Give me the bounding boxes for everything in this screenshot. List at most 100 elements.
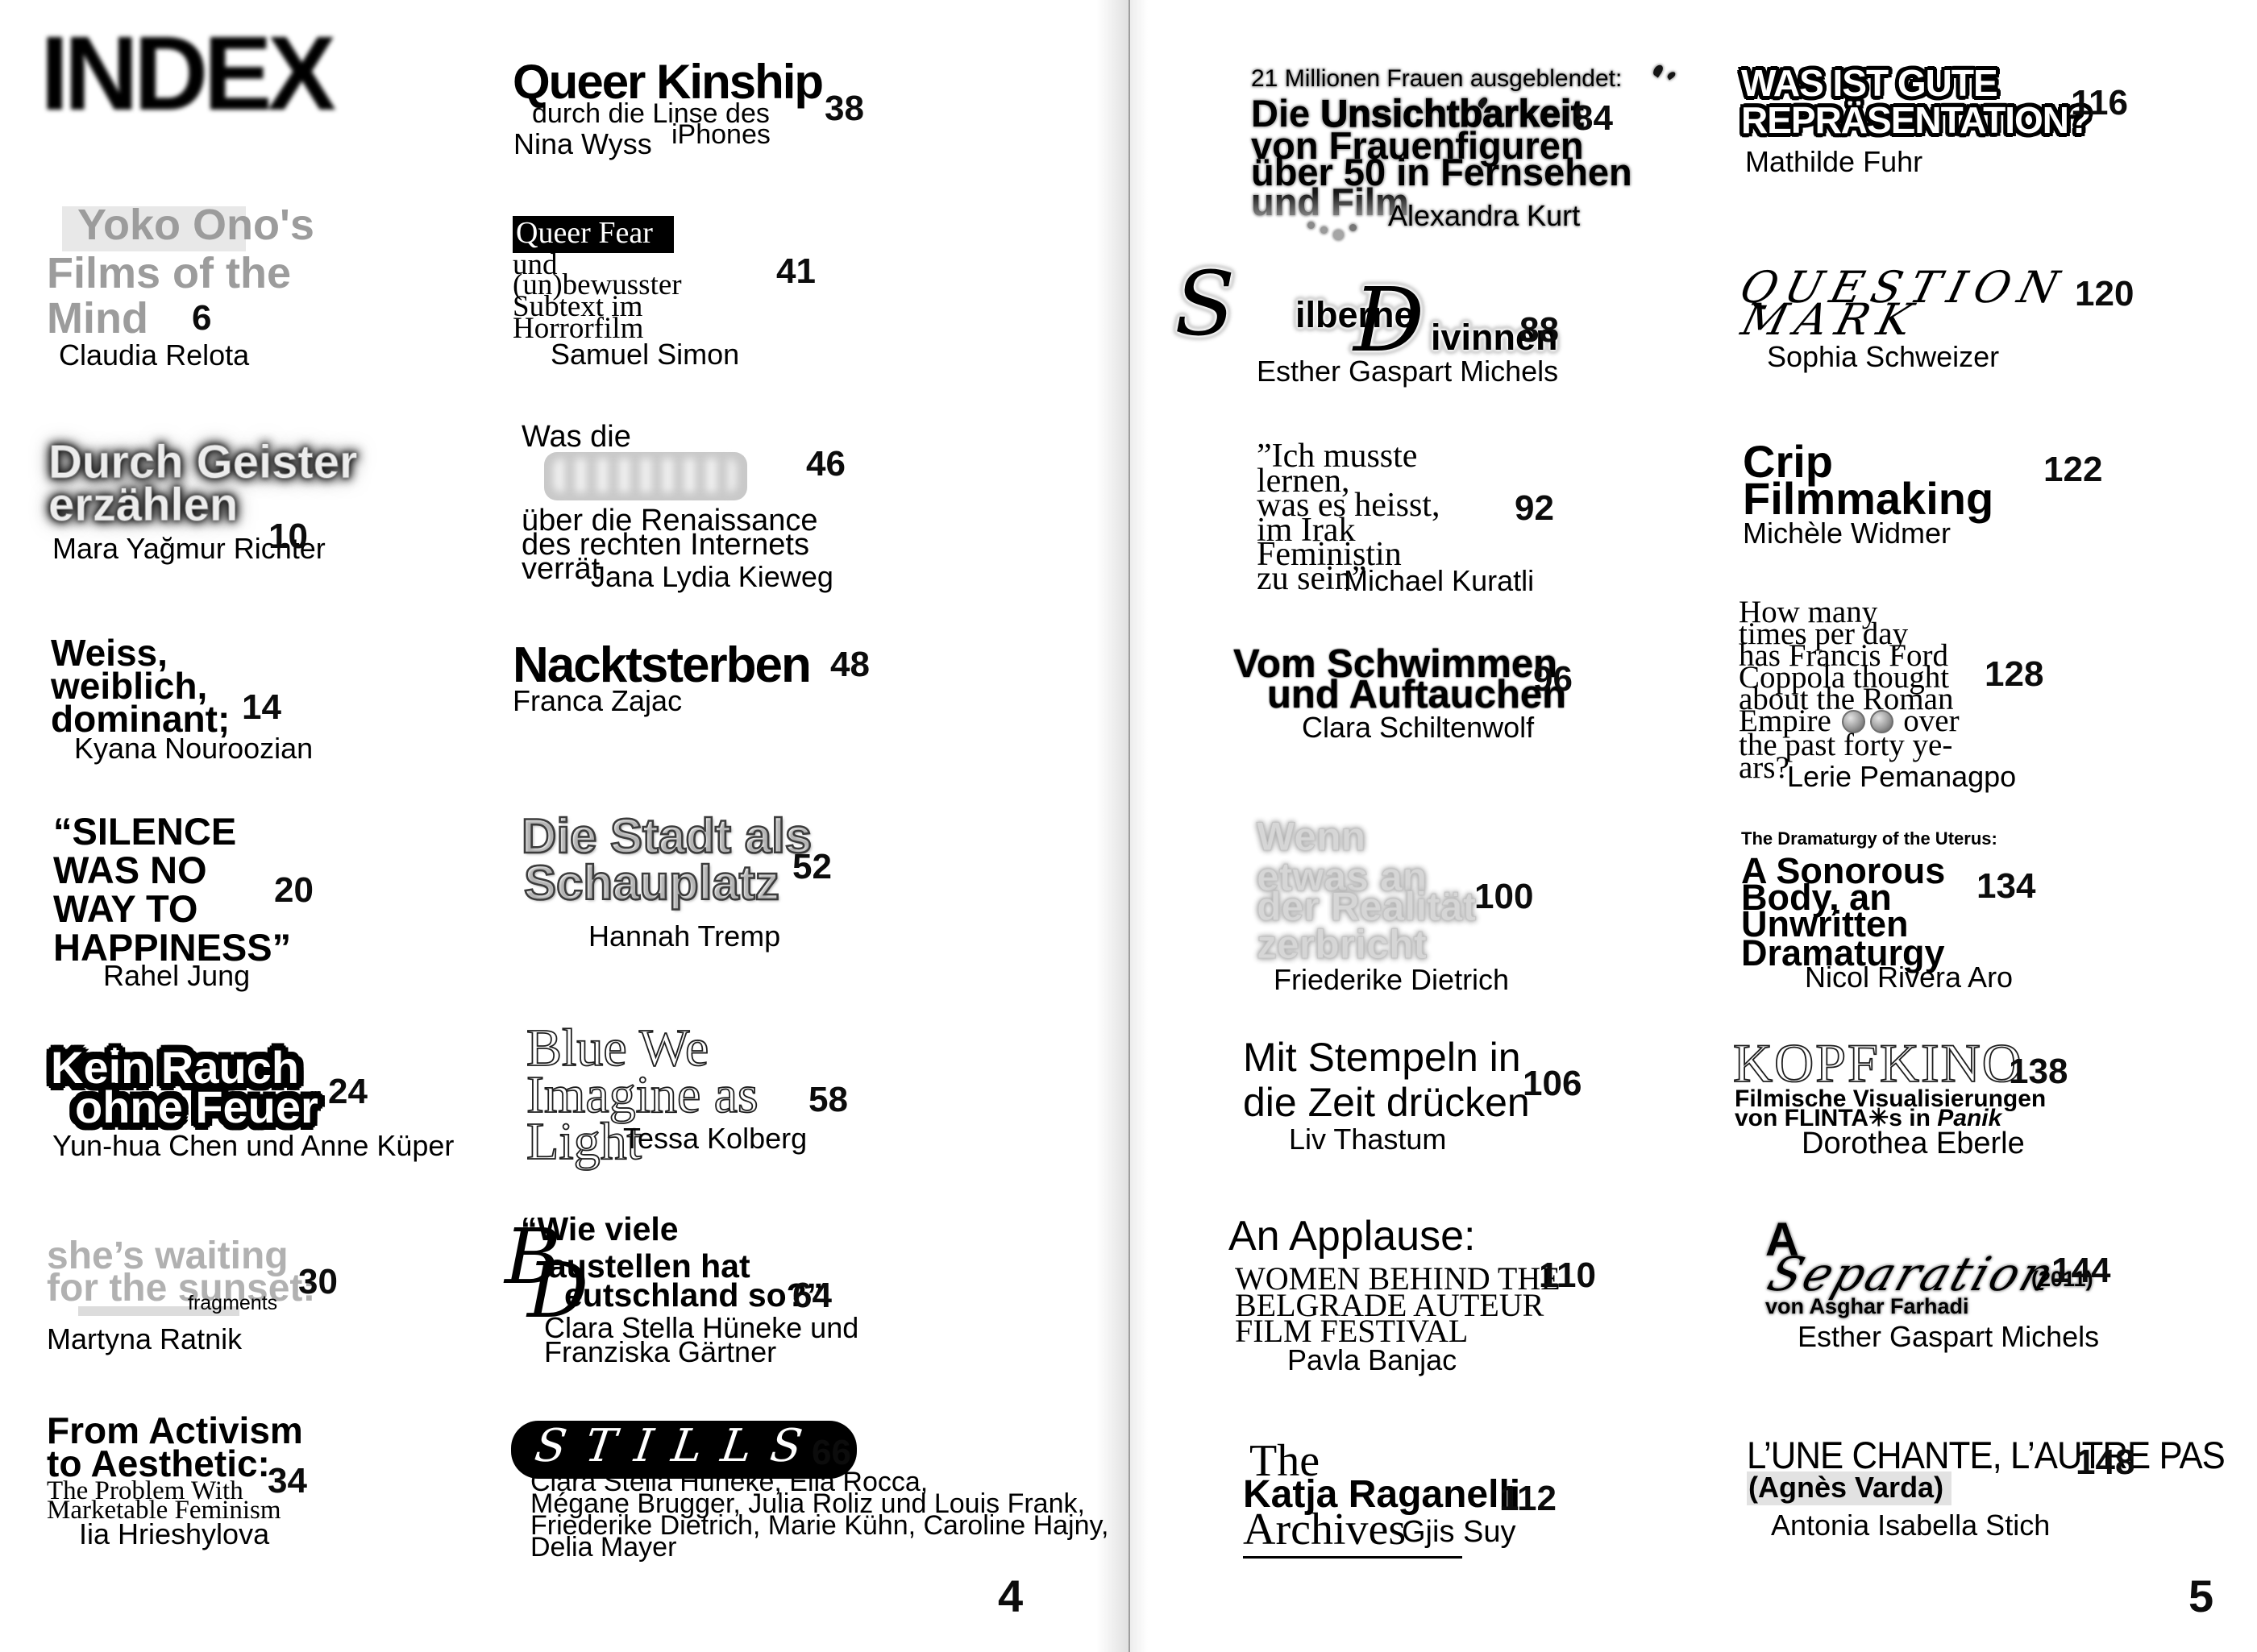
title-line: An Applause:: [1228, 1213, 1476, 1260]
title-line: Unwritten: [1741, 903, 1909, 944]
title-line: Films of the: [47, 249, 292, 297]
title-line: und: [513, 248, 558, 281]
subtitle-line: WOMEN BEHIND THE: [1235, 1260, 1561, 1297]
title-line: verrät: [522, 552, 601, 586]
title-line: Coppola thought: [1739, 660, 1950, 695]
entry-page-number: 58: [808, 1080, 848, 1119]
subtitle-line: Marketable Feminism: [47, 1496, 281, 1525]
author-name: Sophia Schweizer: [1767, 340, 2000, 373]
author-name: Mathilde Fuhr: [1745, 145, 1923, 178]
title-line: Light: [526, 1112, 642, 1171]
title-initial: A: [1765, 1214, 1799, 1266]
title-line: Katja Raganelli: [1243, 1473, 1521, 1516]
title-line: lernen,: [1257, 463, 1350, 500]
entry-page-number: 112: [1499, 1479, 1557, 1518]
title-line: Die Unsichtbarkeit: [1251, 92, 1584, 135]
entry-page-number: 46: [806, 444, 846, 484]
author-name: Esther Gaspart Michels: [1257, 355, 1559, 388]
title-line: dominant;: [51, 698, 231, 740]
author-name: Liv Thastum: [1289, 1123, 1447, 1156]
title-line: From Activism: [47, 1409, 303, 1451]
coin-icon: [1841, 710, 1865, 733]
title-line: über die Renaissance: [522, 504, 818, 538]
title-line: Yoko Ono's: [77, 201, 314, 249]
title-line: erzählen: [48, 479, 239, 531]
subtitle-line: BELGRADE AUTEUR: [1235, 1287, 1544, 1323]
title-line: times per day: [1739, 616, 1909, 651]
byline: von Asghar Farhadi: [1765, 1294, 1969, 1318]
ink-mark: [1651, 63, 1665, 78]
title-year: (2011): [2031, 1267, 2093, 1291]
author-name: Michèle Widmer: [1743, 517, 1951, 550]
title-line: was es heisst,: [1257, 487, 1440, 524]
entry-page-number: 30: [298, 1262, 338, 1301]
script-initial: D: [1353, 268, 1425, 371]
entry-page-number: 110: [1539, 1256, 1596, 1295]
subtitle-line: von FLINTA✳s in Panik: [1735, 1105, 2002, 1131]
entry-page-number: 64: [792, 1276, 832, 1315]
subtitle-line: iPhones: [671, 119, 771, 150]
entry-page-number: 6: [192, 298, 212, 338]
author-name: Claudia Relota: [59, 338, 250, 371]
entry-page-number: 88: [1519, 310, 1559, 350]
author-name: Clara Schiltenwolf: [1302, 711, 1535, 744]
entry-page-number: 128: [1985, 654, 2044, 694]
entry-page-number: 14: [242, 687, 281, 727]
title-line: L’UNE CHANTE, L’AUTRE PAS: [1747, 1434, 2226, 1476]
entry-page-number: 52: [792, 847, 832, 886]
title-line: Queer Kinship: [513, 55, 824, 109]
author-name: Nicol Rivera Aro: [1805, 961, 2014, 994]
title-line: ilberne: [1295, 294, 1415, 335]
subtitle-line: durch die Linse des: [532, 98, 770, 129]
title-line: im Irak: [1257, 512, 1356, 549]
script-initial: D: [527, 1247, 589, 1335]
title-line: des rechten Internets: [522, 528, 809, 562]
title-line: Durch Geister: [48, 436, 359, 488]
author-name: Gjis Suy: [1402, 1515, 1516, 1549]
title-line: die Zeit drücken: [1243, 1080, 1530, 1125]
title-line: ars?: [1739, 750, 1789, 785]
author-name: Franca Zajac: [513, 684, 683, 717]
author-name: Friederike Dietrich, Marie Kühn, Carolin…: [530, 1510, 1109, 1541]
title-pill: STILLS: [511, 1420, 857, 1479]
page-left: INDEX Yoko Ono's Films of the Mind Claud…: [40, 0, 1130, 1652]
title-line: Was die: [522, 420, 631, 454]
author-name: Nina Wyss: [513, 127, 652, 160]
entry-page-number: 10: [268, 517, 308, 556]
subtitle-line: The Problem With: [47, 1476, 243, 1505]
title-line: MARK: [1736, 294, 1927, 345]
title-line: WAY TO: [53, 887, 198, 930]
entry-page-number: 66: [812, 1433, 851, 1472]
title-line: about the Roman: [1739, 682, 1954, 716]
title-line: Kein Rauch: [51, 1042, 300, 1093]
title-line: Archives: [1243, 1507, 1463, 1559]
title-line: Imagine as: [526, 1065, 759, 1124]
title-line: ivinnen: [1431, 317, 1558, 358]
ink-mark: [1665, 70, 1677, 81]
title-line: von Frauenfiguren: [1251, 124, 1584, 167]
entry-page-number: 100: [1474, 877, 1534, 916]
page-right: 21 Millionen Frauen ausgeblendet: Die Un…: [1130, 0, 2257, 1652]
title-line: WAS IST GUTE: [1741, 62, 1998, 104]
title-line: Die Stadt als: [521, 809, 813, 863]
title-line: How many: [1739, 595, 1878, 629]
entry-page-number: 138: [2009, 1052, 2068, 1091]
title-line: Vom Schwimmen: [1233, 642, 1558, 686]
title-line: Mind: [47, 294, 148, 342]
title-line: Body, an: [1741, 877, 1892, 918]
toc-entry-a-separation: A Separation (2011) von Asghar Farhadi E…: [1761, 1214, 2104, 1354]
title-line: Schauplatz: [523, 856, 780, 910]
coin-icon: [1869, 710, 1893, 733]
title-line: (un)bewusster: [513, 268, 682, 301]
title-line: und Auftauchen: [1267, 673, 1567, 716]
title-highlight: Queer Fear: [513, 216, 674, 253]
author-name: Yun-hua Chen und Anne Küper: [52, 1129, 455, 1162]
title-line: Blue We: [526, 1019, 709, 1077]
redacted-name-blob: [544, 452, 747, 500]
author-name: Alexandra Kurt: [1388, 199, 1581, 232]
title-line: “Wie viele: [521, 1210, 679, 1247]
title-line: Dramaturgy: [1741, 932, 1945, 973]
author-name: Mara Yağmur Richter: [52, 532, 326, 565]
index-heading: INDEX: [40, 15, 336, 133]
author-name: Jana Lydia Kieweg: [591, 560, 833, 593]
